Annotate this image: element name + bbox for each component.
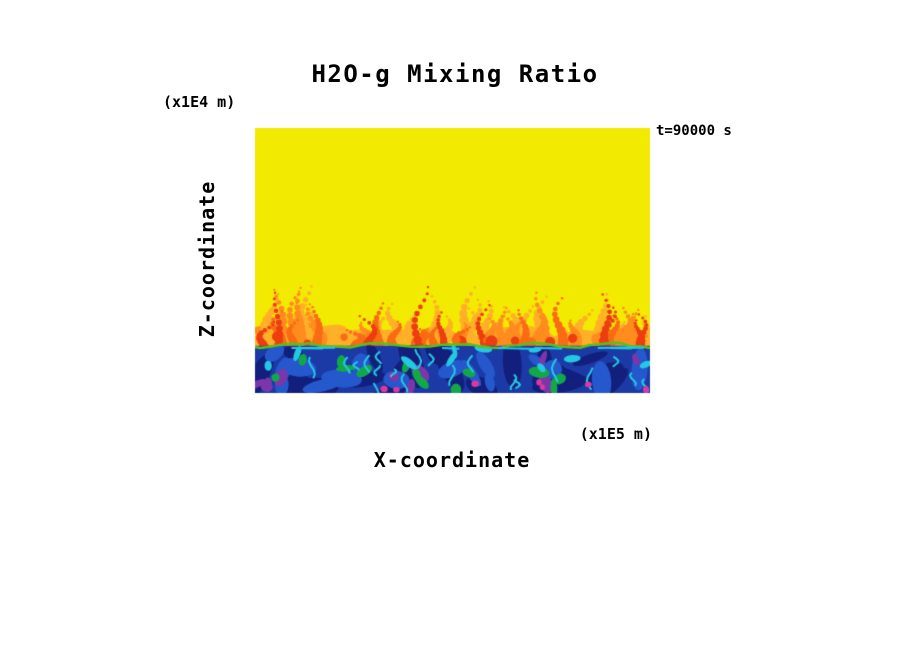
- y-axis-unit-label: (x1E4 m): [163, 93, 236, 111]
- y-axis-title: Z-coordinate: [195, 180, 219, 338]
- x-axis-unit-label: (x1E5 m): [579, 425, 652, 443]
- chart-title: H2O-g Mixing Ratio: [311, 60, 599, 88]
- x-axis-title: X-coordinate: [373, 448, 531, 472]
- time-annotation: t=90000 s: [656, 123, 732, 139]
